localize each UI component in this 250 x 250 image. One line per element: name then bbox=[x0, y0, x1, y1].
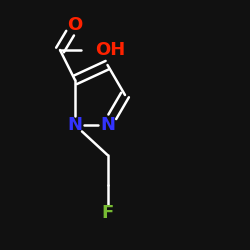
Text: F: F bbox=[102, 204, 114, 222]
Text: N: N bbox=[68, 116, 82, 134]
Text: N: N bbox=[100, 116, 115, 134]
Text: OH: OH bbox=[95, 41, 125, 59]
Text: O: O bbox=[68, 16, 82, 34]
